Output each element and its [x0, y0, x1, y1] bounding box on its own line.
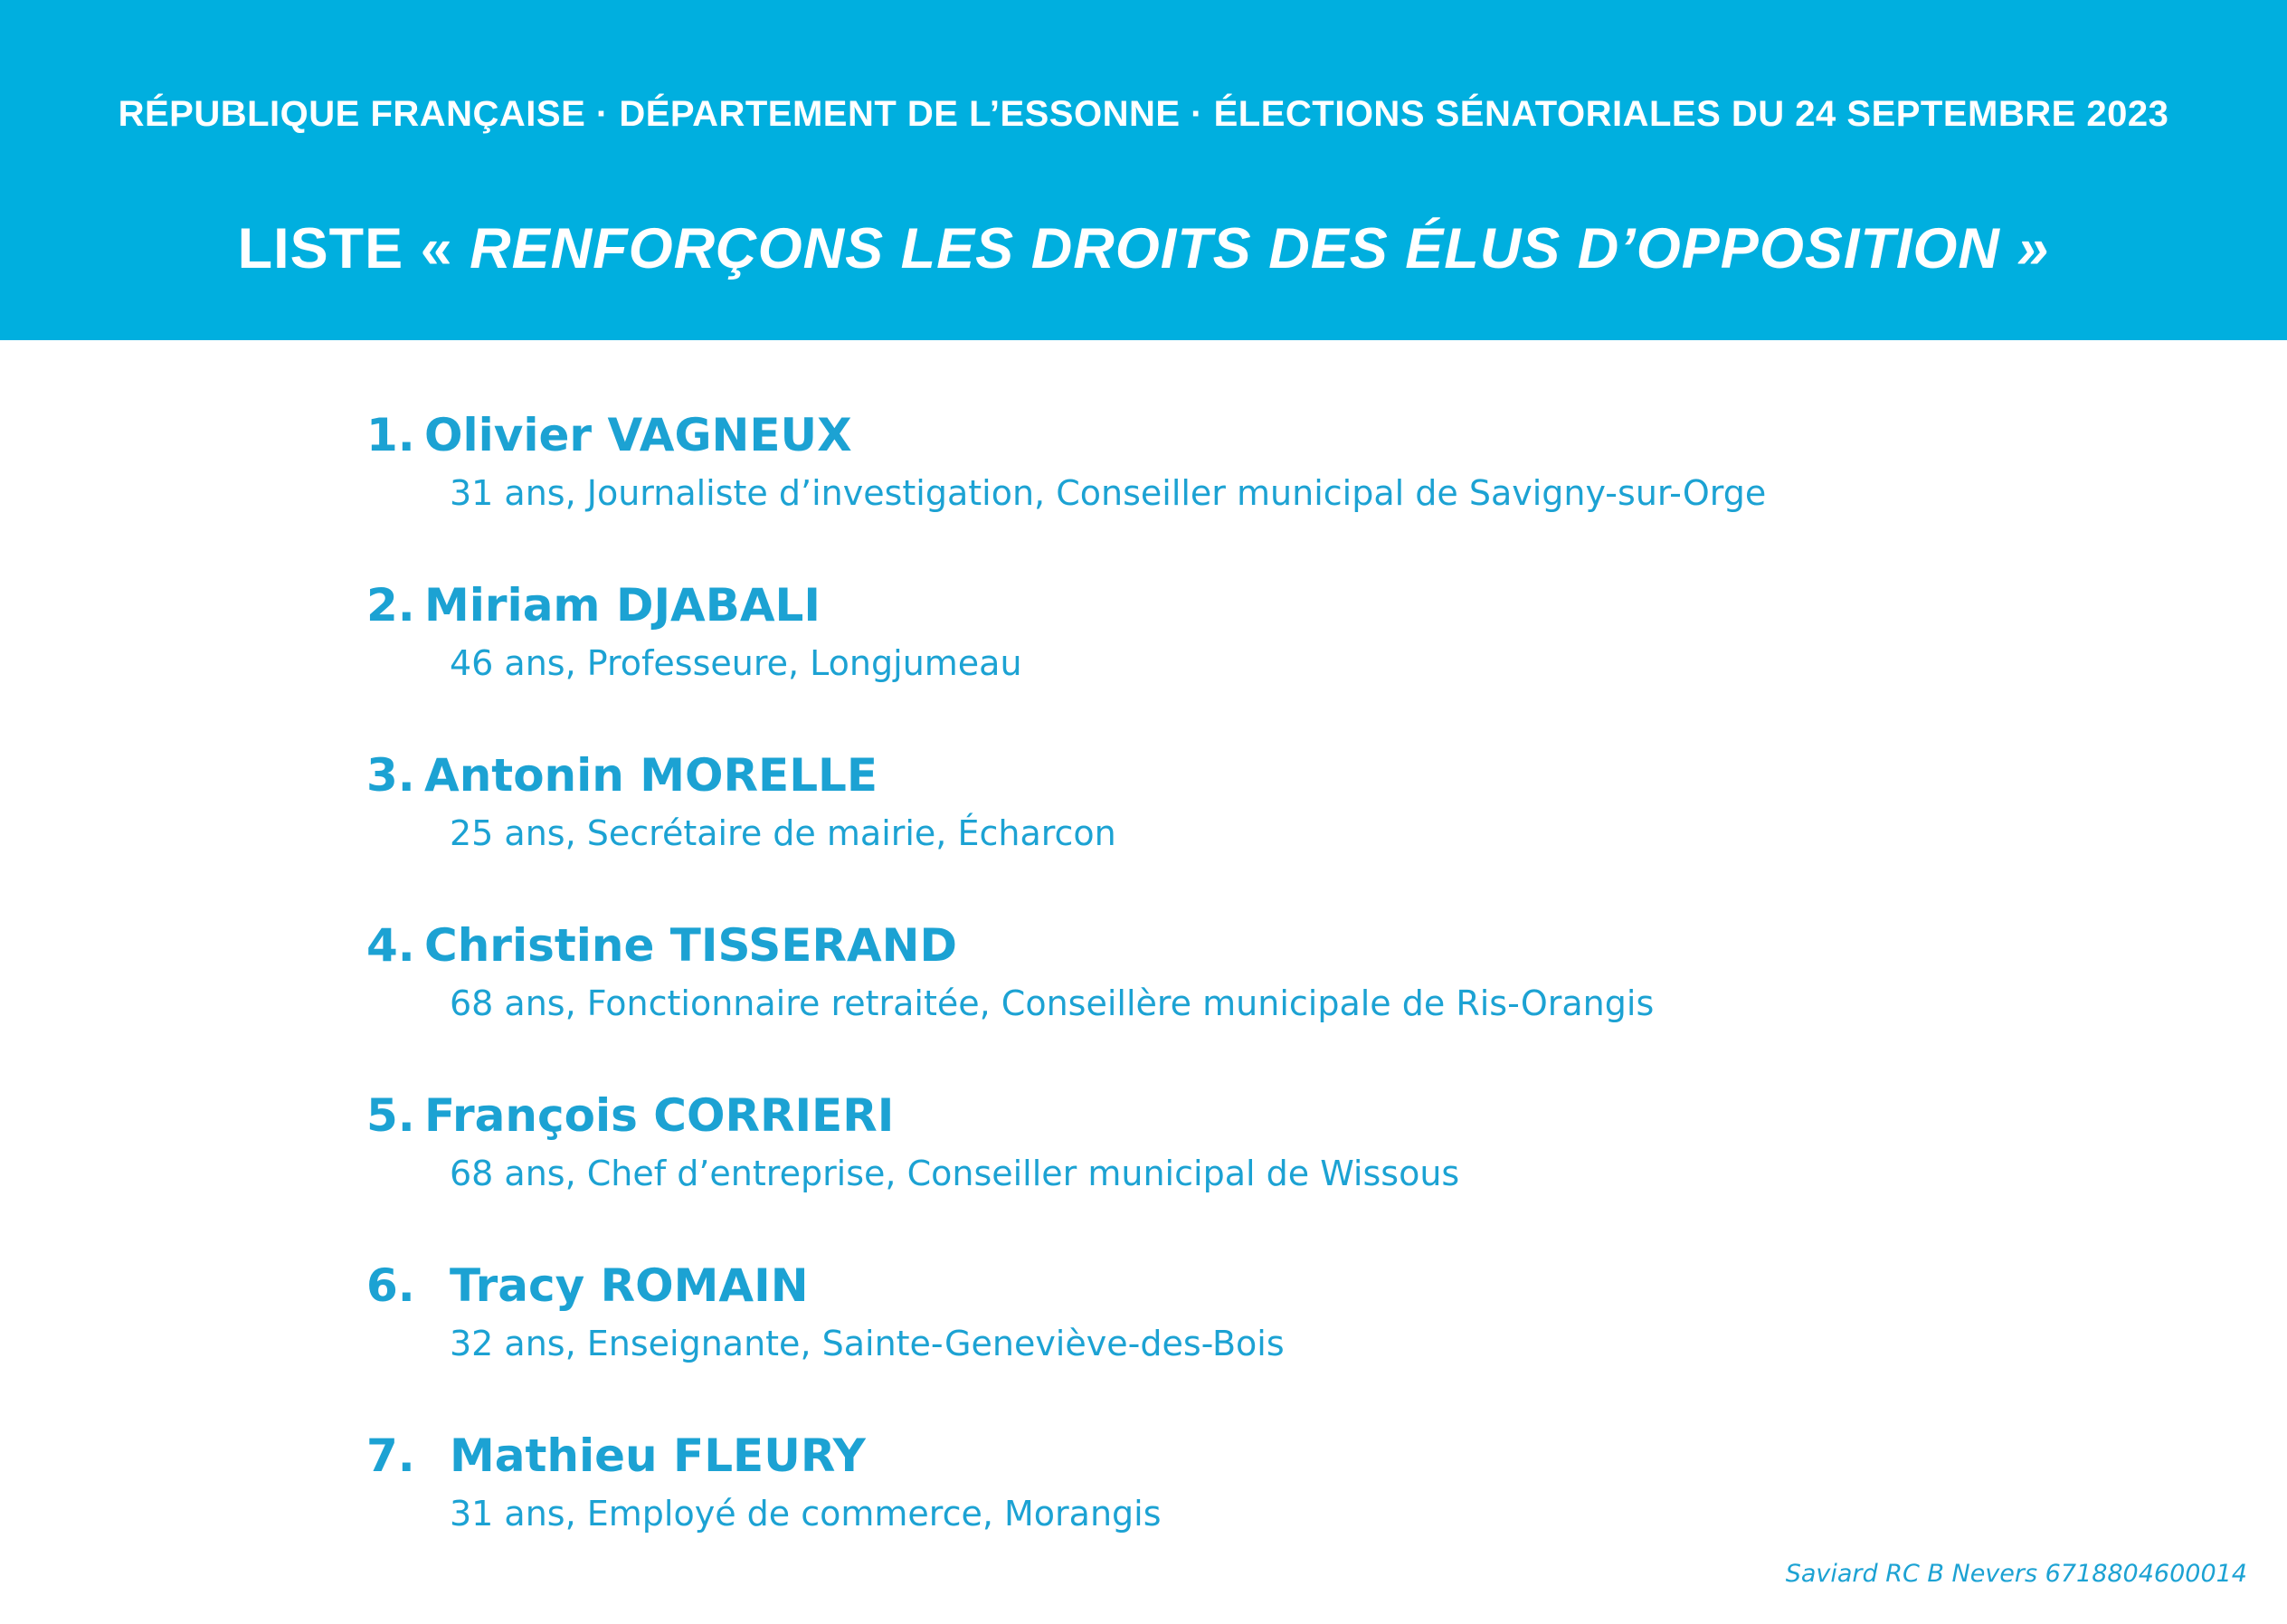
list-item: 3. Antonin MORELLE 25 ans, Secrétaire de…: [366, 749, 2233, 854]
candidate-name-row: 3. Antonin MORELLE: [366, 749, 2233, 802]
candidate-name: Antonin MORELLE: [424, 749, 878, 802]
candidate-name: Tracy ROMAIN: [450, 1259, 809, 1312]
candidate-details: 68 ans, Fonctionnaire retraitée, Conseil…: [450, 983, 1655, 1023]
candidate-details: 46 ans, Professeure, Longjumeau: [450, 643, 1022, 683]
list-title-prefix: LISTE «: [237, 217, 470, 280]
candidate-number: 5.: [366, 1089, 415, 1142]
list-title-suffix: »: [1999, 217, 2050, 280]
candidate-list: 1. Olivier VAGNEUX 31 ans, Journaliste d…: [366, 409, 2233, 1600]
candidate-name: Mathieu FLEURY: [450, 1429, 866, 1482]
header-band: RÉPUBLIQUE FRANÇAISE · DÉPARTEMENT DE L’…: [0, 0, 2287, 340]
candidate-details: 31 ans, Journaliste d’investigation, Con…: [450, 473, 1767, 513]
printer-imprint: Saviard RC B Nevers 6718804600014: [1785, 1560, 2247, 1588]
candidate-name: Miriam DJABALI: [424, 579, 821, 632]
candidate-name: François CORRIERI: [424, 1089, 895, 1142]
candidate-number: 7.: [366, 1429, 415, 1482]
candidate-number: 2.: [366, 579, 415, 632]
candidate-number: 1.: [366, 409, 415, 461]
list-item: 2. Miriam DJABALI 46 ans, Professeure, L…: [366, 579, 2233, 684]
candidate-number: 4.: [366, 919, 415, 972]
candidate-name-row: 6. Tracy ROMAIN: [366, 1259, 2233, 1312]
candidate-name-row: 2. Miriam DJABALI: [366, 579, 2233, 632]
candidate-name-row: 1. Olivier VAGNEUX: [366, 409, 2233, 461]
candidate-number: 3.: [366, 749, 415, 802]
candidate-details: 25 ans, Secrétaire de mairie, Écharcon: [450, 813, 1116, 853]
list-item: 1. Olivier VAGNEUX 31 ans, Journaliste d…: [366, 409, 2233, 514]
candidate-name: Olivier VAGNEUX: [424, 409, 852, 461]
candidate-details: 32 ans, Enseignante, Sainte-Geneviève-de…: [450, 1324, 1285, 1363]
list-item: 6. Tracy ROMAIN 32 ans, Enseignante, Sai…: [366, 1259, 2233, 1364]
candidate-details: 68 ans, Chef d’entreprise, Conseiller mu…: [450, 1154, 1460, 1193]
list-item: 4. Christine TISSERAND 68 ans, Fonctionn…: [366, 919, 2233, 1024]
candidate-name: Christine TISSERAND: [424, 919, 957, 972]
list-item: 5. François CORRIERI 68 ans, Chef d’entr…: [366, 1089, 2233, 1194]
list-title: LISTE « RENFORÇONS LES DROITS DES ÉLUS D…: [0, 217, 2287, 280]
header-line: RÉPUBLIQUE FRANÇAISE · DÉPARTEMENT DE L’…: [118, 94, 2169, 134]
candidate-details: 31 ans, Employé de commerce, Morangis: [450, 1494, 1162, 1534]
candidate-name-row: 7. Mathieu FLEURY: [366, 1429, 2233, 1482]
list-title-name: RENFORÇONS LES DROITS DES ÉLUS D’OPPOSIT…: [470, 217, 2000, 280]
candidate-name-row: 4. Christine TISSERAND: [366, 919, 2233, 972]
candidate-number: 6.: [366, 1259, 415, 1312]
list-item: 7. Mathieu FLEURY 31 ans, Employé de com…: [366, 1429, 2233, 1534]
candidate-name-row: 5. François CORRIERI: [366, 1089, 2233, 1142]
